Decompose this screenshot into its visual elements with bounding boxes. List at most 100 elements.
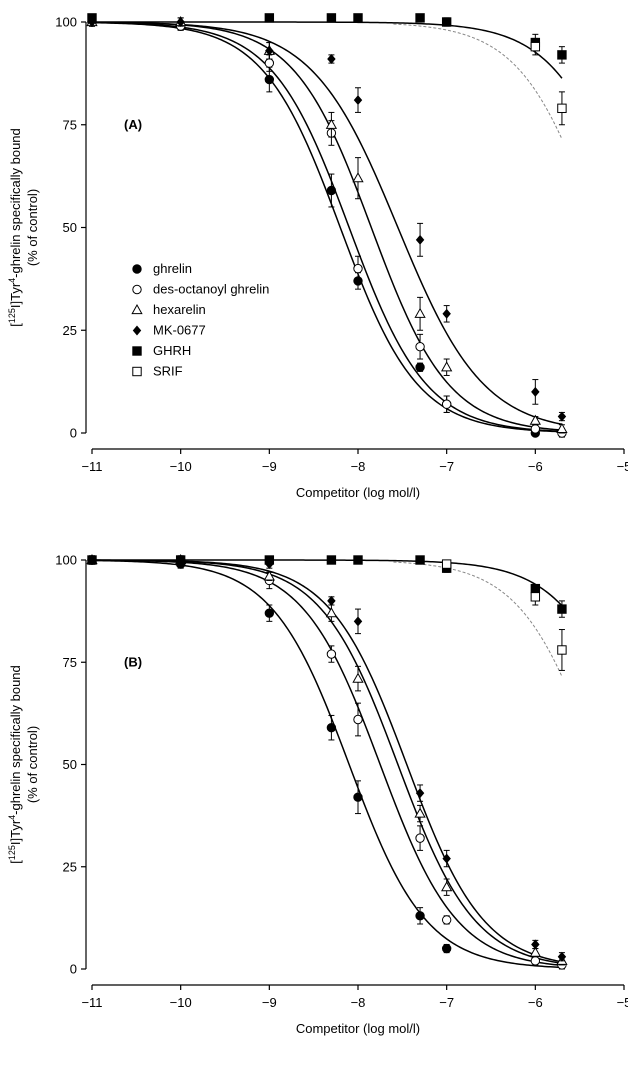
- data-point: [557, 50, 567, 60]
- data-point: [326, 722, 337, 733]
- y-tick-label: 25: [63, 859, 77, 874]
- data-point: [325, 118, 338, 129]
- data-point: [442, 308, 451, 319]
- x-tick-label: −5: [617, 459, 628, 474]
- y-tick-label: 50: [63, 757, 77, 772]
- x-tick-label: −7: [439, 995, 454, 1010]
- fit-curve-ghrh: [92, 21, 563, 79]
- x-tick-label: −5: [617, 995, 628, 1010]
- fit-curve-des-octanoyl-ghrelin: [91, 21, 562, 433]
- data-point: [327, 54, 336, 64]
- legend-marker: [131, 303, 143, 315]
- data-point: [414, 307, 426, 318]
- data-point: [557, 951, 567, 962]
- legend-marker: [132, 325, 142, 336]
- fit-curve-ghrh: [92, 559, 563, 607]
- series-ghrh: [87, 13, 567, 64]
- data-point: [353, 616, 363, 627]
- data-point: [353, 95, 363, 106]
- y-tick-label: 25: [63, 323, 77, 338]
- data-point: [353, 13, 363, 23]
- legend-label: GHRH: [153, 343, 191, 358]
- data-point: [326, 13, 337, 23]
- data-point: [415, 833, 425, 843]
- x-tick-label: −6: [528, 459, 543, 474]
- y-tick-label: 0: [70, 962, 77, 977]
- panel-label: (B): [124, 654, 142, 669]
- y-axis-title-superscript: 125: [7, 308, 17, 323]
- legend-marker: [132, 366, 142, 377]
- data-point: [415, 362, 425, 372]
- fit-curve-mk-0677: [92, 559, 563, 963]
- series-hexarelin: [86, 553, 568, 966]
- x-axis-title: Competitor (log mol/l): [296, 1021, 420, 1036]
- data-point: [529, 414, 541, 425]
- data-point: [352, 672, 364, 683]
- y-axis-title: [125I]Tyr4-ghrelin specifically bound: [7, 128, 23, 327]
- data-point: [326, 555, 337, 565]
- data-point: [531, 386, 540, 397]
- data-point: [352, 172, 364, 183]
- legend-label: SRIF: [153, 364, 183, 379]
- fit-curve-srif: [393, 23, 563, 140]
- series-srif: [530, 37, 567, 126]
- y-tick-label: 75: [63, 117, 77, 132]
- data-point: [326, 649, 337, 659]
- data-point: [353, 555, 363, 565]
- chart-panel-a: 0 25 50 75 100 −11 −10 −9 −8 −7 −6 −5 Competitor (lo…: [7, 13, 628, 500]
- y-axis-title-line2: (% of control): [25, 726, 40, 803]
- data-point: [326, 185, 337, 196]
- legend-marker: [132, 346, 142, 356]
- legend-label: MK-0677: [153, 323, 206, 338]
- y-axis-title: [125I]Tyr4-ghrelin specifically bound: [7, 665, 23, 864]
- data-point: [264, 58, 275, 68]
- x-tick-label: −8: [351, 459, 366, 474]
- y-axis-title-superscript: 125: [7, 845, 17, 860]
- data-point: [441, 915, 452, 925]
- data-point: [327, 595, 336, 606]
- data-point: [530, 41, 541, 52]
- data-point: [441, 559, 452, 569]
- data-point: [415, 13, 425, 23]
- x-tick-label: −9: [262, 995, 277, 1010]
- data-point: [530, 592, 541, 602]
- x-tick-label: −6: [528, 995, 543, 1010]
- data-point: [176, 17, 185, 27]
- data-point: [264, 608, 275, 618]
- data-point: [353, 263, 363, 274]
- data-point: [264, 74, 275, 85]
- x-tick-label: −8: [351, 995, 366, 1010]
- y-axis-title-part: -ghrelin specifically bound: [8, 665, 23, 815]
- data-point: [442, 853, 451, 864]
- data-point: [557, 645, 567, 655]
- chart-panel-b: 0 25 50 75 100 −11 −10 −9 −8 −7 −6 −5 Competitor (lo…: [7, 553, 628, 1037]
- data-point: [530, 956, 541, 966]
- x-axis-title: Competitor (log mol/l): [296, 485, 420, 500]
- data-point: [557, 411, 567, 422]
- series-srif: [441, 559, 567, 671]
- data-point: [87, 13, 97, 23]
- data-point: [415, 788, 425, 799]
- legend-label: des-octanoyl ghrelin: [153, 282, 269, 297]
- legend: ghrelin des-octanoyl ghrelin hexarelin MK-0…: [131, 261, 269, 379]
- fit-curve-mk-0677: [91, 21, 563, 426]
- data-point: [441, 17, 452, 27]
- data-point: [175, 555, 186, 565]
- y-axis-title-superscript: 4: [7, 278, 17, 283]
- legend-label: ghrelin: [153, 261, 192, 276]
- data-point: [441, 361, 453, 372]
- y-tick-label: 0: [70, 426, 77, 441]
- x-tick-label: −7: [439, 459, 454, 474]
- data-point: [441, 881, 453, 892]
- y-axis-title-line2: (% of control): [25, 189, 40, 266]
- data-point: [264, 13, 275, 23]
- y-axis-title-part: I]Tyr: [8, 819, 23, 845]
- x-tick-label: −11: [81, 995, 102, 1010]
- data-point: [531, 939, 540, 950]
- series-mk-0677: [87, 17, 567, 422]
- y-tick-label: 50: [63, 220, 77, 235]
- series-ghrelin: [87, 555, 452, 954]
- data-point: [415, 234, 425, 245]
- fit-curve-hexarelin: [92, 559, 563, 965]
- y-axis-title-part: [: [8, 860, 23, 864]
